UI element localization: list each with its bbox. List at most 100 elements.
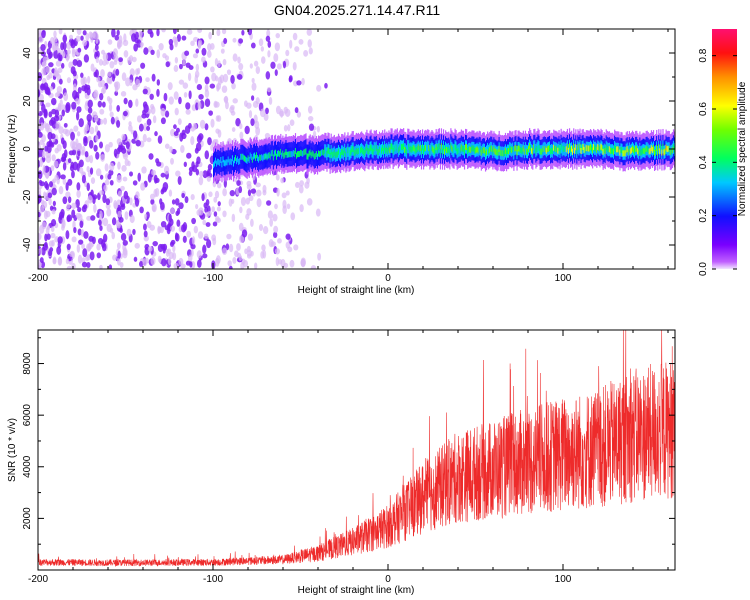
spectrogram-noise-cell — [77, 228, 82, 236]
spectrogram-ridge-cell — [532, 148, 534, 155]
spectrogram-ridge-cell — [609, 147, 612, 154]
spectrogram-ridge-cell — [480, 149, 482, 156]
spectrogram-noise-cell — [39, 257, 44, 263]
spectrogram-ridge-cell — [411, 146, 413, 153]
spectrogram-noise-cell — [56, 246, 62, 255]
spectrogram-noise-cell — [113, 54, 119, 63]
spectrogram-ridge-cell — [539, 148, 541, 155]
spectrogram-ridge-cell — [451, 145, 453, 152]
spectrogram-noise-cell — [93, 203, 97, 213]
spectrogram-ridge-cell — [578, 145, 580, 152]
spectrogram-noise-cell — [142, 109, 146, 116]
spectrogram-ridge-cell — [235, 155, 237, 162]
spectrogram-ridge-cell — [255, 154, 257, 161]
spectrogram-noise-cell — [168, 213, 172, 223]
spectrogram-noise-cell — [167, 257, 172, 266]
spectrogram-ridge-cell — [429, 148, 431, 155]
spectrogram-noise-cell — [169, 43, 174, 51]
spectrogram-noise-cell — [162, 246, 166, 254]
spectrogram-noise-cell — [223, 95, 229, 104]
spectrogram-noise-cell — [41, 30, 46, 39]
spectrogram-noise-cell — [104, 144, 110, 153]
spectrogram-ridge-cell — [544, 146, 546, 153]
spectrogram-ridge-cell — [382, 145, 384, 152]
spectrogram-ridge-cell — [279, 151, 281, 158]
spectrogram-noise-cell — [69, 251, 75, 258]
spectrogram-noise-cell — [210, 66, 215, 73]
spectrogram-noise-cell — [231, 213, 236, 223]
spectrogram-noise-cell — [38, 93, 44, 102]
spectrogram-noise-cell — [190, 193, 195, 201]
spectrogram-ridge-cell — [304, 149, 306, 156]
spectrogram-noise-cell — [163, 165, 170, 175]
snr-frame — [37, 329, 676, 571]
spectrogram-noise-cell — [298, 185, 304, 194]
spectrogram-noise-cell — [116, 256, 121, 266]
spectrogram-ridge-cell — [558, 145, 560, 152]
snr-series-line — [38, 330, 675, 567]
spectrogram-noise-cell — [48, 119, 55, 126]
spectrogram-noise-cell — [222, 210, 227, 218]
spectrogram-noise-cell — [231, 198, 235, 204]
spectrogram-noise-cell — [157, 225, 161, 235]
spectrogram-ridge-cell — [252, 153, 255, 160]
spectrogram-noise-cell — [307, 39, 312, 48]
spectrogram-noise-cell — [157, 135, 163, 144]
spectrogram-ridge-cell — [281, 152, 283, 159]
spectrogram-noise-cell — [65, 53, 70, 62]
spectrogram-ridge-cell — [350, 148, 352, 155]
spectrogram-ridge-cell — [559, 148, 561, 155]
spectrogram-ridge-cell — [561, 146, 563, 153]
spectrogram-ridge-cell — [353, 150, 355, 157]
spectrogram-noise-cell — [55, 42, 59, 51]
spectrogram-noise-cell — [45, 102, 51, 108]
spectrogram-ridge-cell — [455, 145, 457, 152]
spectrogram-noise-cell — [255, 189, 262, 197]
spectrogram-noise-cell — [174, 107, 179, 116]
spectrogram-ridge-cell — [416, 145, 418, 152]
spectrogram-ridge-cell — [332, 151, 334, 158]
spectrogram-noise-cell — [122, 240, 128, 246]
spectrogram-noise-cell — [39, 122, 45, 131]
spectrogram-ridge-cell — [484, 150, 487, 157]
spectrogram-noise-cell — [256, 198, 262, 208]
spectrogram-noise-cell — [160, 107, 166, 117]
spectrogram-ridge-cell — [519, 146, 521, 153]
spectrogram-ridge-cell — [634, 148, 636, 155]
spectrogram-noise-cell — [280, 177, 285, 184]
spectrogram-noise-cell — [244, 125, 250, 135]
spectrogram-noise-cell — [78, 239, 84, 245]
spectrogram-ridge-cell — [237, 156, 239, 163]
spectrogram-noise-cell — [66, 77, 72, 84]
spectrogram-noise-cell — [181, 192, 185, 199]
spectrogram-ridge-cell — [450, 143, 452, 150]
spectrogram-noise-cell — [76, 244, 81, 253]
colorbar-tick-label: 0.2 — [698, 208, 709, 222]
spectrogram-ridge-cell — [541, 148, 543, 155]
spectrogram-ridge-cell — [477, 147, 479, 154]
spectrogram-ridge-cell — [664, 148, 666, 155]
spectrogram-noise-cell — [136, 115, 142, 123]
spectrogram-noise-cell — [73, 226, 77, 234]
spectrogram-ridge-cell — [650, 145, 653, 152]
spectrogram-ridge-cell — [273, 150, 276, 157]
spectrogram-ridge-cell — [467, 148, 469, 155]
spectrogram-noise-cell — [60, 156, 67, 163]
spectrogram-noise-cell — [229, 106, 235, 114]
spectrogram-ridge-cell — [654, 149, 656, 156]
spectrogram-noise-cell — [44, 145, 48, 152]
spectrogram-noise-cell — [81, 261, 88, 268]
spectrogram-noise-cell — [99, 210, 103, 220]
spectrogram-noise-cell — [40, 84, 46, 89]
spectrogram-ridge-cell — [661, 149, 663, 156]
spectrogram-ridge-cell — [377, 149, 380, 156]
spectrogram-noise-cell — [151, 203, 157, 213]
spectrogram-noise-cell — [283, 106, 289, 114]
spectrogram-noise-cell — [150, 256, 156, 266]
spectrogram-ridge-cell — [447, 147, 449, 154]
spectrogram-ridge-cell — [299, 150, 301, 157]
spectrogram-noise-cell — [235, 118, 241, 127]
spectrogram-noise-cell — [214, 257, 220, 267]
spectrogram-noise-cell — [62, 196, 68, 205]
colorbar-tick-label: 0.0 — [698, 262, 709, 276]
